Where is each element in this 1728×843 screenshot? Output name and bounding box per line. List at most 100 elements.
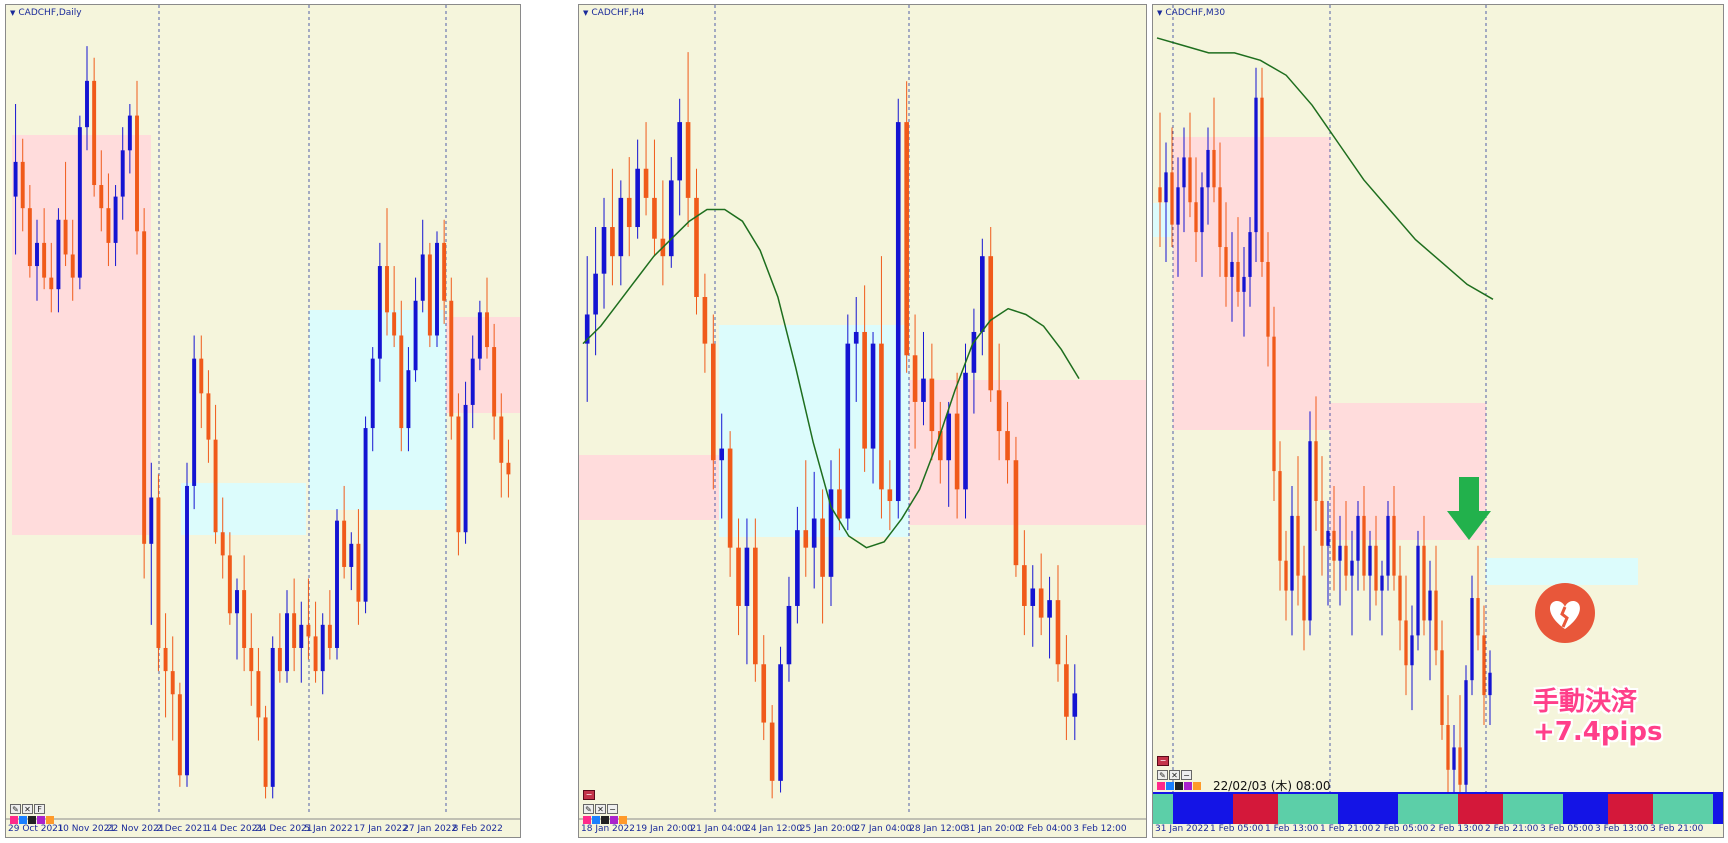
pen-icon[interactable]: ✎ [1157,770,1168,780]
candle-body [1482,635,1486,696]
candle-body [1038,588,1044,618]
candle-body [937,431,943,461]
close-icon[interactable]: ✕ [22,804,33,814]
candle-body [895,122,901,502]
down-arrow-icon [1447,477,1491,540]
candle-body [377,266,382,359]
candle-body [980,256,985,332]
swatch-purple[interactable] [37,816,45,824]
swatch-blue[interactable] [1166,782,1174,790]
minimize-button[interactable]: − [583,790,595,800]
swatch-pink[interactable] [1157,782,1165,790]
swatch-orange[interactable] [619,816,627,824]
candle-body [1055,600,1061,665]
minus-icon[interactable]: − [1181,770,1192,780]
swatch-purple[interactable] [1184,782,1192,790]
range-zone [181,483,306,535]
candle-body [1488,672,1492,696]
candle-body [149,497,154,544]
candle-body [1428,590,1432,621]
candle-body [1344,545,1348,576]
minus-icon[interactable]: − [607,804,618,814]
candle-body [727,448,733,548]
candle-body [828,489,834,577]
candle-body [887,489,893,502]
candle-body [1392,515,1396,576]
candle-body [35,242,39,267]
close-icon[interactable]: ✕ [1169,770,1180,780]
chart-panel-m30[interactable]: ▼ CADCHF,M30 31 Jan 2022 1 Feb 05:00 1 Feb … [1152,4,1724,838]
swatch-orange[interactable] [1193,782,1201,790]
swatch-purple[interactable] [610,816,618,824]
candle-body [593,273,598,315]
chart-title: CADCHF,Daily [18,8,82,18]
candle-body [56,219,61,290]
candle-body [795,530,800,606]
swatch-pink[interactable] [10,816,18,824]
candle-body [1266,261,1270,337]
candle-body [1296,515,1300,576]
candle-body [113,196,118,243]
chart-panel-h4[interactable]: ▼ CADCHF,H4 18 Jan 2022 19 Jan 20:00 21 Jan… [578,4,1147,838]
candle-body [635,168,640,228]
swatch-black[interactable] [28,816,36,824]
range-zone [909,380,1146,525]
candle-body [470,358,475,405]
swatch-black[interactable] [1175,782,1183,790]
close-icon[interactable]: ✕ [595,804,606,814]
f-icon[interactable]: F [34,804,45,814]
swatch-blue[interactable] [592,816,600,824]
swatch-orange[interactable] [46,816,54,824]
candle-body [1302,575,1306,621]
x-tick-label: 27 Jan 04:00 [855,824,912,834]
candle-body [1410,635,1414,666]
chart-title: CADCHF,H4 [591,8,645,18]
x-tick-label: 29 Oct 2021 [8,824,64,834]
candle-body [853,331,859,344]
x-tick-label: 17 Jan 2022 [354,824,408,834]
candle-body [769,722,775,781]
candle-body [349,543,354,567]
signal-bar-segment [1653,794,1713,824]
candle-body [213,439,218,533]
candle-body [1476,598,1480,636]
chart-panel-daily[interactable]: ▼ CADCHF,Daily 29 Oct 2021 10 Nov 2021 22 N… [5,4,521,838]
candle-body [485,312,489,348]
collapse-triangle-icon[interactable]: ▼ [583,9,589,17]
candle-body [1374,545,1378,591]
range-zone [1153,203,1173,237]
candle-body [1030,588,1036,606]
candle-body [954,413,960,490]
candle-body [1308,441,1312,621]
collapse-triangle-icon[interactable]: ▼ [1157,9,1163,17]
collapse-triangle-icon[interactable]: ▼ [10,9,16,17]
candle-body [820,518,825,577]
candle-body [1320,500,1324,546]
pen-icon[interactable]: ✎ [583,804,594,814]
swatch-pink[interactable] [583,816,591,824]
x-tick-label: 24 Jan 12:00 [745,824,802,834]
x-tick-label: 2 Feb 21:00 [1485,824,1539,834]
x-tick-label: 3 Feb 12:00 [1073,824,1127,834]
candle-body [921,378,926,402]
candle-body [277,647,282,672]
swatch-black[interactable] [601,816,609,824]
candle-body [652,197,657,239]
candle-body [142,231,147,544]
x-tick-label: 2 Feb 04:00 [1019,824,1073,834]
candle-body [1284,560,1288,591]
candle-body [1072,693,1078,717]
pen-icon[interactable]: ✎ [10,804,21,814]
minimize-button[interactable]: − [1157,756,1169,766]
candle-body [242,590,247,648]
range-zone [579,455,719,520]
candle-body [192,358,197,486]
candle-body [761,664,767,723]
candle-body [42,242,47,278]
candle-body [837,489,842,519]
candle-body [694,197,699,297]
candle-body [685,122,691,198]
swatch-blue[interactable] [19,816,27,824]
candle-body [356,543,361,602]
candle-body [492,347,497,417]
